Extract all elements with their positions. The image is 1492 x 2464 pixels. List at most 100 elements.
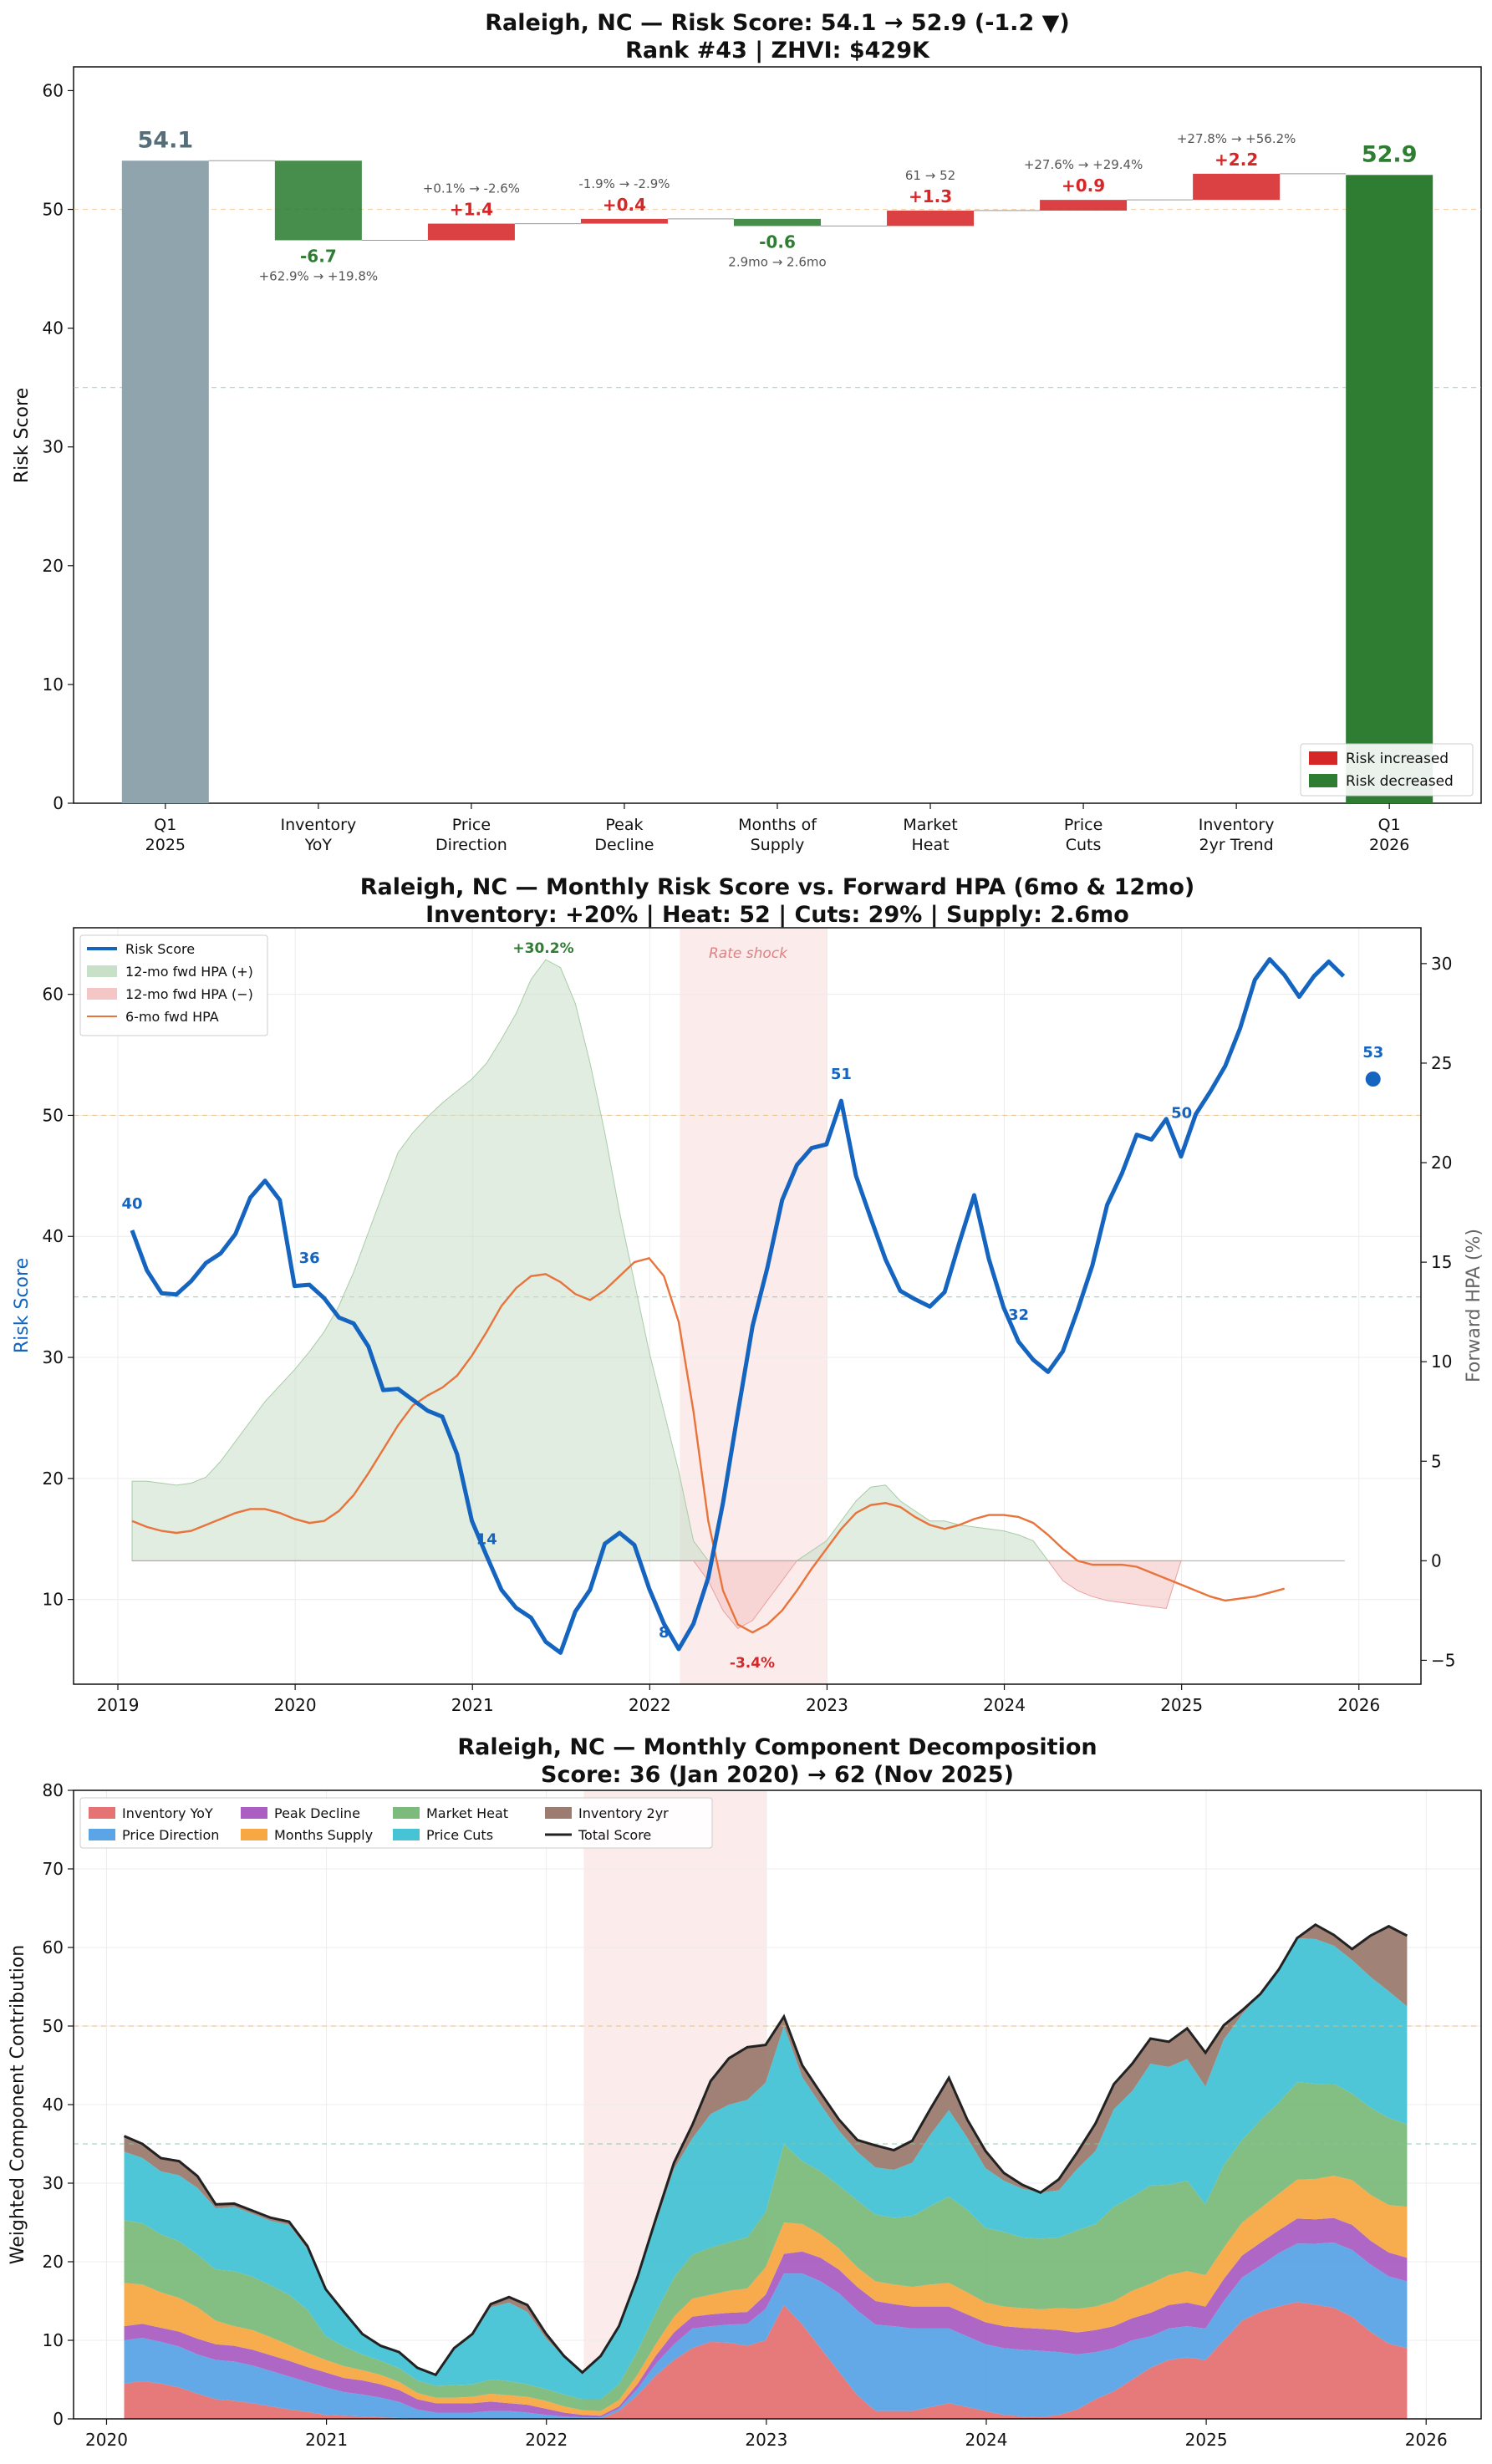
y-tick-label-left: 40 bbox=[43, 1226, 64, 1246]
y-tick-label: 0 bbox=[53, 2409, 64, 2429]
y-tick-label-right: −5 bbox=[1431, 1650, 1455, 1670]
y-tick-label: 30 bbox=[43, 437, 64, 457]
bar-start-label: 54.1 bbox=[138, 127, 194, 153]
bar-delta bbox=[274, 160, 362, 241]
legend-label: Inventory YoY bbox=[122, 1805, 213, 1821]
bar-delta-label: +1.4 bbox=[450, 200, 493, 220]
decomposition-title-line2: Score: 36 (Jan 2020) → 62 (Nov 2025) bbox=[541, 1762, 1014, 1788]
area-price-cuts bbox=[124, 1937, 1408, 2400]
waterfall-title-line1: Raleigh, NC — Risk Score: 54.1 → 52.9 (-… bbox=[485, 10, 1069, 36]
y-tick-label-left: 10 bbox=[43, 1590, 64, 1610]
x-tick-label: 2026 bbox=[1405, 2430, 1448, 2450]
rate-shock-label: Rate shock bbox=[709, 945, 788, 962]
bar-delta bbox=[887, 210, 975, 227]
y-tick-label: 40 bbox=[43, 2095, 64, 2115]
y-tick-label-left: 20 bbox=[43, 1469, 64, 1489]
area-price-direction bbox=[124, 2242, 1408, 2419]
decomposition-y-axis-label: Weighted Component Contribution bbox=[8, 1945, 28, 2264]
risk-score-line bbox=[130, 957, 1346, 1655]
waterfall-category-labels: Q1 2025 Inventory YoY Price Direction Peak Decl… bbox=[145, 803, 1409, 854]
waterfall-legend: Risk increased Risk decreased bbox=[1300, 743, 1474, 797]
legend-swatch bbox=[393, 1807, 420, 1819]
legend-label-hpa6: 6-mo fwd HPA bbox=[125, 1009, 219, 1025]
y-tick-label-right: 10 bbox=[1431, 1352, 1452, 1372]
legend-swatch bbox=[241, 1807, 267, 1819]
bar-delta-note: +0.1% → -2.6% bbox=[423, 181, 520, 196]
legend-label: Peak Decline bbox=[274, 1805, 360, 1821]
legend-label-hpa12-neg: 12-mo fwd HPA (−) bbox=[125, 986, 253, 1002]
waterfall-y-axis-label: Risk Score bbox=[12, 388, 33, 483]
bar-delta bbox=[734, 218, 821, 227]
decomposition-chart: Raleigh, NC — Monthly Component Decompos… bbox=[8, 1734, 1482, 2450]
legend-label: Months Supply bbox=[274, 1827, 373, 1843]
decomposition-title-line1: Raleigh, NC — Monthly Component Decompos… bbox=[457, 1734, 1097, 1760]
x-tick-label: 2024 bbox=[965, 2430, 1008, 2450]
x-tick-label: 2022 bbox=[525, 2430, 568, 2450]
bar-delta-note: +27.6% → +29.4% bbox=[1024, 157, 1143, 172]
risk-point-label: 36 bbox=[299, 1250, 320, 1267]
x-tick-label: 2023 bbox=[745, 2430, 787, 2450]
legend-swatch-decrease bbox=[1309, 774, 1337, 787]
x-tick-label: 2025 bbox=[1160, 1695, 1203, 1715]
waterfall-y-ticks: 0 10 20 30 40 50 60 bbox=[43, 80, 74, 813]
y-tick-label: 10 bbox=[43, 675, 64, 695]
x-tick-label: 2019 bbox=[97, 1695, 140, 1715]
x-tick-label: 2021 bbox=[451, 1695, 494, 1715]
bar-delta-note: +27.8% → +56.2% bbox=[1177, 131, 1296, 146]
x-tick-label: 2025 bbox=[1185, 2430, 1228, 2450]
bar-delta-label: +0.9 bbox=[1062, 176, 1105, 196]
bar-delta-note: 2.9mo → 2.6mo bbox=[728, 254, 826, 269]
timeseries-title-line1: Raleigh, NC — Monthly Risk Score vs. For… bbox=[360, 874, 1194, 900]
area-inventory-yoy bbox=[124, 2302, 1408, 2419]
bar-delta-note: -1.9% → -2.9% bbox=[578, 176, 670, 191]
decomposition-stacked-areas bbox=[124, 1924, 1408, 2419]
x-category-label: Inventory YoY bbox=[280, 816, 356, 854]
area-market-heat bbox=[124, 2082, 1408, 2411]
timeseries-title-line2: Inventory: +20% | Heat: 52 | Cuts: 29% |… bbox=[425, 902, 1129, 928]
bar-delta-label: -0.6 bbox=[759, 232, 796, 252]
bar-delta-note: +62.9% → +19.8% bbox=[259, 268, 379, 283]
timeseries-legend: Risk Score 12-mo fwd HPA (+) 12-mo fwd H… bbox=[79, 934, 268, 1036]
x-category-label: Inventory 2yr Trend bbox=[1199, 816, 1275, 854]
bar-delta bbox=[580, 218, 668, 224]
y-tick-label-right: 15 bbox=[1431, 1252, 1452, 1272]
decomposition-x-ticks: 2020 2021 2022 2023 2024 2025 2026 bbox=[85, 2419, 1448, 2450]
x-tick-label: 2026 bbox=[1337, 1695, 1380, 1715]
x-tick-label: 2020 bbox=[274, 1695, 317, 1715]
timeseries-legend-box bbox=[79, 934, 268, 1036]
x-category-label: Q1 2026 bbox=[1369, 816, 1409, 854]
x-category-label: Peak Decline bbox=[594, 816, 654, 854]
legend-label-hpa12-pos: 12-mo fwd HPA (+) bbox=[125, 964, 253, 980]
waterfall-title-line2: Rank #43 | ZHVI: $429K bbox=[625, 38, 930, 64]
x-category-label: Price Cuts bbox=[1064, 816, 1102, 854]
bar-end-label: 52.9 bbox=[1362, 141, 1418, 167]
legend-label: Inventory 2yr bbox=[578, 1805, 669, 1821]
timeseries-right-y-ticks: −5 0 5 10 15 20 25 30 bbox=[1421, 954, 1455, 1670]
legend-label: Price Cuts bbox=[426, 1827, 493, 1843]
waterfall-legend-box bbox=[1300, 743, 1474, 797]
y-tick-label: 40 bbox=[43, 318, 64, 339]
y-tick-label: 70 bbox=[43, 1859, 64, 1879]
risk-score-final-point bbox=[1365, 1072, 1381, 1087]
timeseries-left-y-label: Risk Score bbox=[12, 1258, 33, 1353]
bar-delta-label: +0.4 bbox=[603, 195, 646, 215]
y-tick-label: 10 bbox=[43, 2330, 64, 2350]
waterfall-chart: Raleigh, NC — Risk Score: 54.1 → 52.9 (-… bbox=[12, 10, 1482, 854]
hpa12-positive-area bbox=[131, 959, 1181, 1561]
waterfall-bars: 54.1 -6.7 +62.9% → +19.8% +1.4 +0.1% → -2.6%… bbox=[121, 127, 1433, 804]
bar-end bbox=[1346, 175, 1433, 804]
bar-delta bbox=[1193, 173, 1281, 201]
area-months-supply bbox=[124, 2176, 1408, 2416]
hpa12-peak-label: +30.2% bbox=[512, 940, 573, 957]
hpa12-negative-area bbox=[131, 1560, 1182, 1629]
risk-score-point-labels: 40 36 14 8 51 32 50 53 bbox=[121, 1044, 1383, 1642]
y-tick-label: 20 bbox=[43, 2252, 64, 2272]
x-category-label: Price Direction bbox=[435, 816, 507, 854]
x-category-label: Q1 2025 bbox=[145, 816, 186, 854]
risk-point-label: 40 bbox=[121, 1195, 142, 1213]
risk-point-label: 32 bbox=[1008, 1306, 1029, 1324]
legend-label-increase: Risk increased bbox=[1346, 751, 1449, 767]
x-tick-label: 2021 bbox=[305, 2430, 348, 2450]
